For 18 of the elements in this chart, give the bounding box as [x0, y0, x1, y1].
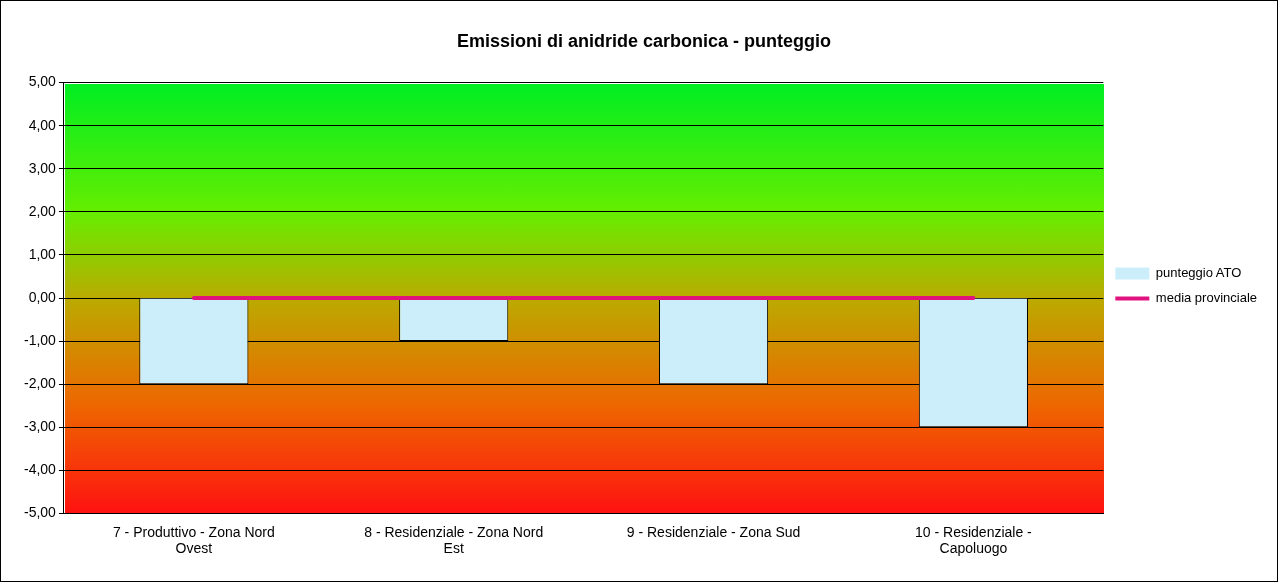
y-tick-label: -5,00: [23, 504, 57, 521]
y-tick-label: -2,00: [23, 375, 57, 392]
y-tick-label: 4,00: [28, 116, 57, 133]
x-tick-label: 8 - Residenziale - Zona Nord Est: [364, 523, 544, 557]
y-tick-label: 3,00: [28, 159, 57, 176]
chart-title: Emissioni di anidride carbonica - punteggio: [456, 30, 832, 51]
y-tick-label: 1,00: [28, 245, 57, 262]
legend-label: media provinciale: [1155, 290, 1258, 306]
y-tick-label: 5,00: [28, 73, 57, 90]
y-tick-label: 2,00: [28, 202, 57, 219]
x-tick-label: 9 - Residenziale - Zona Sud: [626, 523, 801, 540]
x-tick-label: 10 - Residenziale - Capoluogo: [915, 523, 1033, 557]
x-tick-label: 7 - Produttivo - Zona Nord Ovest: [112, 523, 275, 557]
y-tick-label: -4,00: [23, 461, 57, 478]
y-tick-label: -1,00: [23, 331, 57, 348]
y-tick-label: 0,00: [28, 288, 57, 305]
y-tick-label: -3,00: [23, 418, 57, 435]
legend-label: punteggio ATO: [1155, 265, 1242, 281]
